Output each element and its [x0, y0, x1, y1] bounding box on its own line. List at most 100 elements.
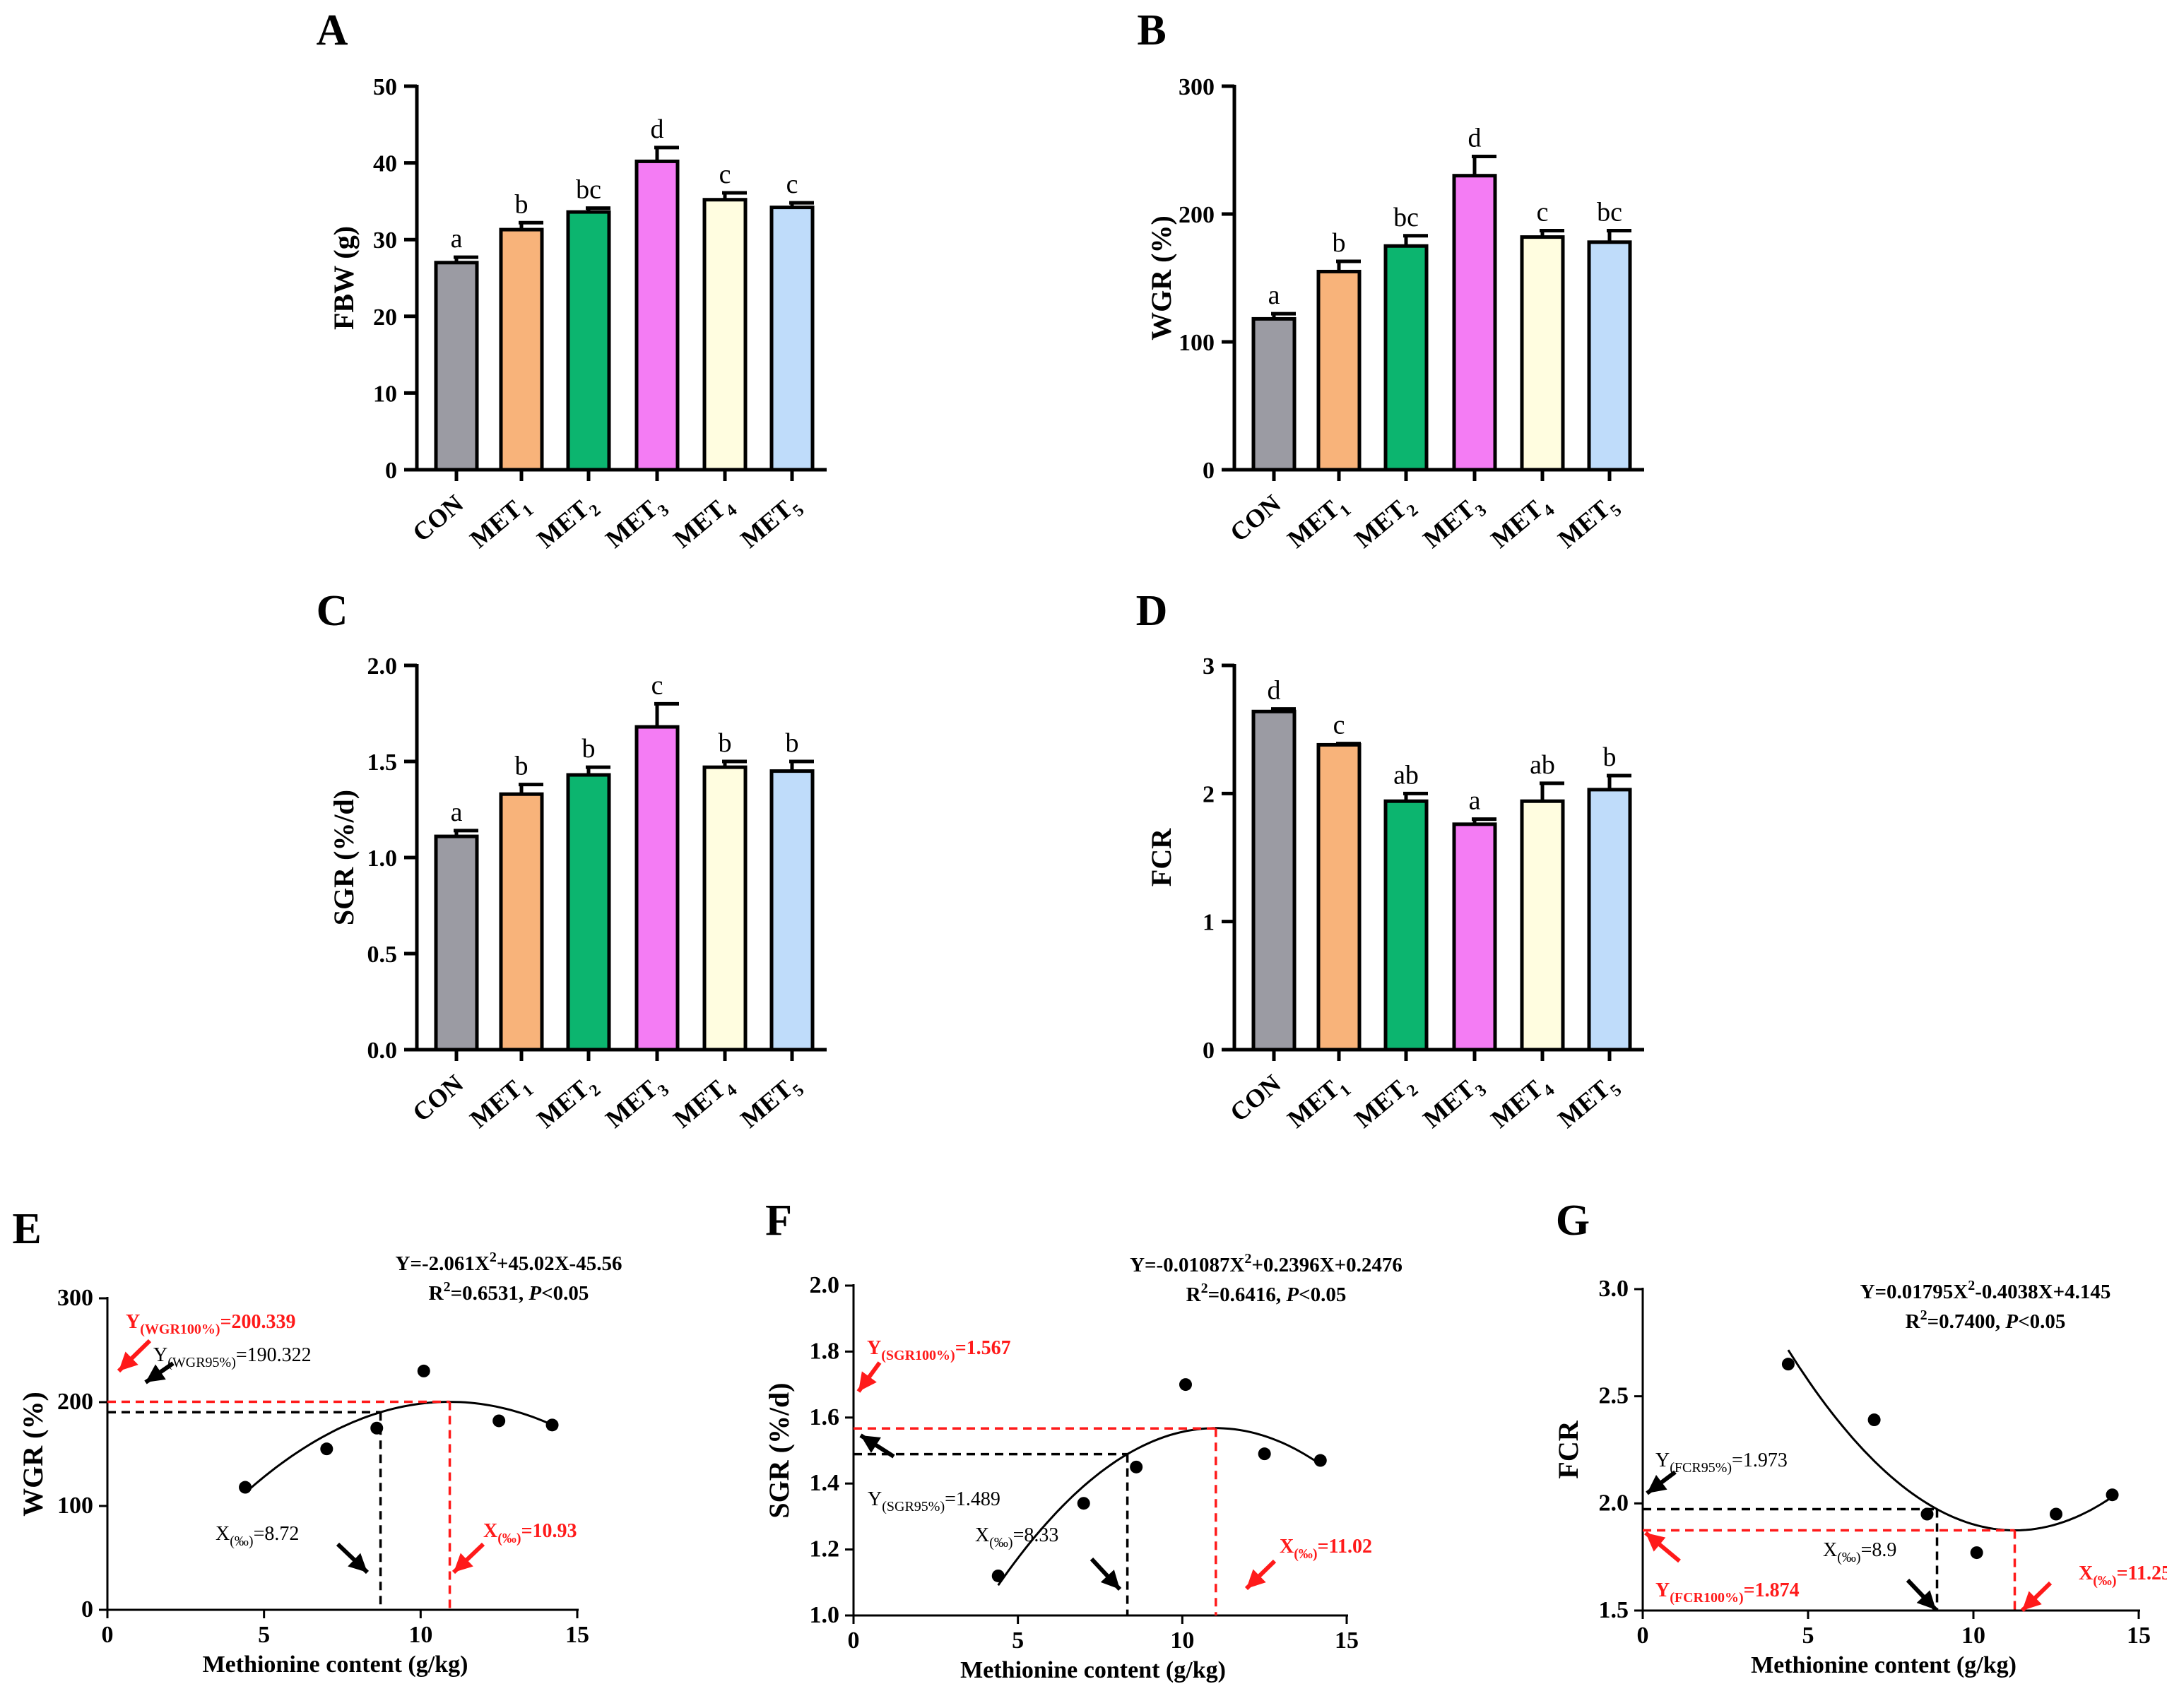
data-point	[320, 1442, 333, 1456]
significance-label: bc	[1393, 203, 1419, 232]
fit-r2: R2=0.6416, P<0.05	[1186, 1281, 1347, 1306]
y-tick-label: 200	[57, 1389, 93, 1415]
chart-panel-G: G 1.5 2.0 2.5 3.0 0 5 10 15 Methionine content (g…	[1552, 1197, 2167, 1678]
data-point	[239, 1481, 252, 1494]
arrow-x95-head	[348, 1553, 367, 1572]
panel-letter-D: D	[1136, 587, 1168, 635]
bar-MET5	[1587, 788, 1632, 1052]
y-tick-label: 3	[1203, 653, 1215, 680]
ann-value: =1.874	[1744, 1579, 1800, 1601]
data-point	[1179, 1378, 1192, 1392]
arrow-y100	[1644, 1531, 1681, 1563]
y-tick-label: 1.2	[810, 1536, 840, 1562]
arrow-x100-head	[2022, 1591, 2042, 1611]
significance-label: d	[651, 114, 664, 144]
bar-CON	[434, 834, 479, 1052]
eq-p: P	[528, 1282, 541, 1305]
ann-value: =8.9	[1861, 1539, 1897, 1561]
category-base: MET	[600, 494, 663, 553]
arrow-x100	[2020, 1581, 2053, 1613]
category-label: MET1	[464, 489, 537, 557]
significance-label: bc	[1597, 198, 1622, 227]
x-axis-label: Methionine content (g/kg)	[960, 1657, 1226, 1683]
category-label: MET4	[668, 489, 740, 557]
category-label: CON	[1224, 489, 1286, 547]
y-axis-label: FBW (g)	[328, 226, 360, 330]
ann-label: X	[2079, 1562, 2093, 1584]
ann-label: X	[1280, 1536, 1294, 1558]
bar-MET1	[499, 792, 544, 1052]
y-tick-label: 1.4	[810, 1470, 840, 1496]
annotation-x95: X(‰)=8.33	[975, 1524, 1058, 1550]
fit-curve	[244, 1401, 553, 1494]
y-tick-label: 300	[1179, 74, 1215, 100]
category-label: MET4	[1485, 1069, 1558, 1137]
eq-superscript: 2	[1920, 1307, 1927, 1323]
y-tick-label: 3.0	[1599, 1276, 1629, 1302]
category-base: CON	[1224, 489, 1286, 547]
category-base: CON	[1224, 1069, 1286, 1127]
eq-part: R	[1906, 1310, 1921, 1333]
chart-panel-F: F 1.0 1.2 1.4 1.6 1.8 2.0 0 5 10 15 Methionine cont…	[763, 1197, 1403, 1683]
ann-subscript: (‰)	[2093, 1573, 2116, 1589]
y-tick-label: 2.0	[1599, 1490, 1629, 1516]
arrow-y95	[859, 1433, 895, 1459]
ann-subscript: (WGR100%)	[140, 1322, 220, 1337]
bar-MET2	[1383, 244, 1429, 472]
ann-subscript: (FCR100%)	[1670, 1590, 1743, 1606]
x-tick-label: 5	[258, 1622, 270, 1648]
eq-part: <0.05	[1299, 1283, 1346, 1306]
data-point	[1781, 1358, 1795, 1371]
ann-value: =8.33	[1013, 1524, 1059, 1546]
panel-letter-C: C	[317, 587, 348, 635]
bar-MET4	[702, 765, 748, 1052]
significance-label: b	[1333, 228, 1346, 258]
arrow-y95	[144, 1361, 175, 1384]
y-axis-label: FCR	[1552, 1420, 1584, 1478]
eq-part: =0.6416,	[1208, 1283, 1287, 1306]
bar-MET5	[769, 206, 815, 472]
data-point	[492, 1414, 506, 1428]
y-tick-label: 200	[1179, 202, 1215, 228]
bar-MET2	[566, 210, 611, 472]
y-tick-label: 0	[81, 1596, 93, 1623]
bar-MET2	[1383, 799, 1429, 1052]
fit-equation: Y=-0.01087X2+0.2396X+0.2476	[1130, 1251, 1403, 1276]
bar-MET3	[634, 159, 680, 472]
y-tick-label: 30	[373, 227, 397, 254]
annotation-x95: X(‰)=8.9	[1823, 1539, 1896, 1565]
chart-panel-A: A 0 10 20 30 40 50 FBW (g) a CON b MET1 bc MET2 d MET3 c…	[317, 6, 827, 557]
bar-MET4	[1520, 799, 1565, 1052]
y-tick-label: 2.5	[1599, 1383, 1629, 1409]
panel-letter-A: A	[317, 6, 348, 54]
significance-label: c	[786, 170, 798, 199]
eq-part: <0.05	[541, 1282, 589, 1305]
significance-label: c	[651, 670, 663, 700]
ann-value: =190.322	[236, 1344, 312, 1366]
category-label: MET1	[1282, 1069, 1354, 1137]
bar-MET3	[1452, 174, 1497, 472]
annotation-y95: Y(FCR95%)=1.973	[1655, 1449, 1788, 1476]
bar-MET4	[702, 198, 748, 472]
eq-superscript: 2	[1201, 1281, 1208, 1296]
category-label: MET1	[1282, 489, 1354, 557]
bar-MET4	[1520, 235, 1565, 472]
fit-curve	[997, 1427, 1321, 1587]
y-tick-label: 0.0	[367, 1038, 398, 1064]
significance-label: d	[1268, 676, 1281, 706]
chart-panel-B: B 0 100 200 300 WGR (%) a CON b MET1 bc MET2 d MET3 c M…	[1137, 6, 1644, 557]
y-tick-label: 2.0	[810, 1272, 840, 1298]
data-point	[991, 1569, 1005, 1582]
x-tick-label: 0	[102, 1622, 114, 1648]
bar-MET1	[1316, 742, 1362, 1052]
x-tick-label: 10	[1170, 1627, 1194, 1654]
ann-label: Y	[867, 1337, 881, 1359]
y-tick-label: 1.0	[367, 846, 398, 872]
category-base: MET	[1282, 494, 1345, 553]
annotation-y100: Y(FCR100%)=1.874	[1655, 1579, 1800, 1606]
arrow-x95	[1906, 1578, 1938, 1612]
ann-label: X	[215, 1523, 230, 1545]
bar-MET5	[769, 769, 815, 1052]
category-base: MET	[464, 494, 527, 553]
